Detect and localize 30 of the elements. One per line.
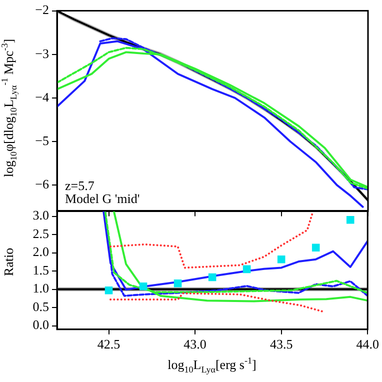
y-tick-label: −2 [35,2,49,18]
x-axis-title: log$_{10}$L$_{Lyα}$[erg s$^{-1}$] [168,356,256,375]
y-axis-title: Ratio [1,248,17,276]
annotation: z=5.7 [65,178,95,194]
y-tick-label: 1.5 [32,262,49,278]
y-tick-label: 1.0 [32,280,49,296]
y-tick-label: −4 [35,89,50,104]
point [174,280,182,288]
point [277,255,286,264]
y-tick-label: −6 [35,176,50,192]
y-tick-label: 0.0 [32,317,49,332]
point [208,273,216,282]
line-series [109,292,324,313]
y-tick-label: −5 [35,132,49,148]
point [346,216,354,224]
line-series [109,212,314,269]
y-tick-label: 3.0 [32,208,49,223]
y-tick-label: 0.5 [32,298,49,314]
x-tick-label: 42.5 [97,336,120,352]
x-tick-label: 43.0 [184,336,206,352]
x-tick-label: 43.5 [270,336,293,352]
point [242,265,251,274]
point [104,286,113,294]
annotation: Model G 'mid' [65,191,140,206]
point [312,244,320,252]
y-tick-label: 2.5 [32,226,49,241]
y-tick-label: −3 [35,46,49,61]
point [139,282,148,290]
y-tick-label: 2.0 [32,244,49,260]
x-tick-label: 44.0 [356,336,379,352]
